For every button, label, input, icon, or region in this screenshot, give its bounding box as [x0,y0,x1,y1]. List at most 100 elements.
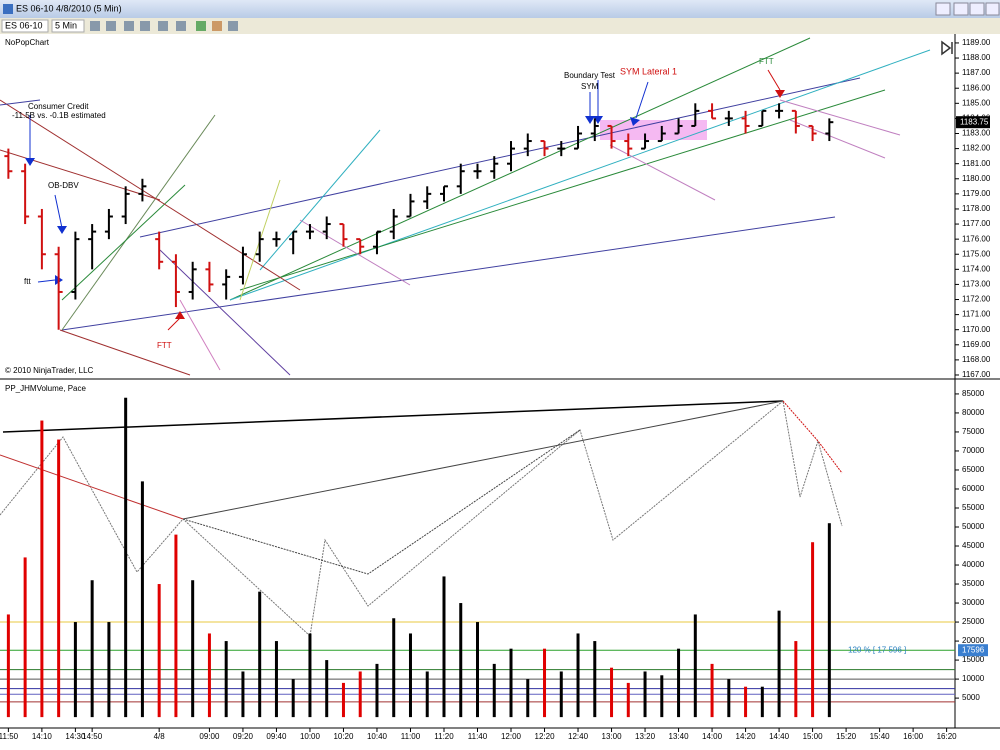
x-tick-label: 13:20 [635,732,656,741]
annotation: ftt [24,277,31,286]
y-tick-label: 1170.00 [962,325,991,334]
y-tick-label: 1187.00 [962,68,991,77]
annotation: FTT [759,57,774,66]
volume-bar [224,641,228,718]
minimize-button[interactable] [953,2,969,16]
volume-bar [559,671,563,718]
y-tick-label: 15000 [962,655,985,664]
volume-bar [677,648,681,718]
y-tick-label: 1172.00 [962,295,991,304]
volume-bar [291,679,295,718]
x-tick-label: 13:40 [669,732,690,741]
x-tick-label: 11:50 [0,732,19,741]
y-tick-label: 1167.00 [962,370,991,379]
instrument-selector[interactable] [1,19,49,33]
link-button[interactable] [935,2,951,16]
y-tick-label: 5000 [962,693,980,702]
title-bar [0,0,1000,18]
x-tick-label: 10:40 [367,732,388,741]
volume-bar [576,633,580,718]
volume-bar [827,523,831,718]
y-tick-label: 40000 [962,560,985,569]
volume-bar [40,420,44,718]
volume-bar [241,671,245,718]
volume-bar [727,679,731,718]
y-tick-label: 1173.00 [962,280,991,289]
volume-bar [777,610,781,718]
volume-bar [811,542,815,718]
y-tick-label: 1181.00 [962,159,991,168]
pace-tag-label: 17596 [962,645,985,654]
volume-bar [157,584,161,718]
y-tick-label: 1178.00 [962,204,991,213]
volume-bar [660,675,664,718]
volume-bar [325,660,329,718]
x-tick-label: 14:40 [769,732,790,741]
next-button[interactable] [938,40,954,56]
volume-bar [174,534,178,718]
y-tick-label: 1171.00 [962,310,991,319]
y-tick-label: 1177.00 [962,219,991,228]
interval-selector[interactable] [51,19,85,33]
y-tick-label: 35000 [962,579,985,588]
volume-bar [442,576,446,718]
x-tick-label: 12:00 [501,732,522,741]
y-tick-label: 65000 [962,465,985,474]
instrument: ES 06-10 [5,20,43,30]
volume-bar [643,671,647,718]
interval: 5 Min [55,20,77,30]
x-tick-label: 13:00 [602,732,623,741]
volume-bar [258,591,262,718]
y-tick-label: 20000 [962,636,985,645]
volume-bar [408,633,412,718]
x-tick-label: 4/8 [154,732,166,741]
y-tick-label: 50000 [962,522,985,531]
volume-bar [526,679,530,718]
volume-bar [207,633,211,718]
price-tag [956,116,990,129]
volume-bar [90,580,94,718]
volume-bar [124,397,128,718]
app-icon [3,4,13,14]
x-tick-label: 12:40 [568,732,589,741]
volume-bar [6,614,10,718]
y-tick-label: 1189.00 [962,38,991,47]
y-tick-label: 60000 [962,484,985,493]
volume-bar [610,667,614,718]
volume-bar [760,686,764,718]
annotation: SYM Lateral 1 [620,66,677,76]
volume-bar [57,439,61,718]
maximize-button[interactable] [969,2,985,16]
x-tick-label: 14:10 [32,732,53,741]
price-tag-label: 1183.75 [960,117,989,126]
y-tick-label: 1183.00 [962,129,991,138]
x-tick-label: 15:00 [803,732,824,741]
toolbar [0,18,1000,34]
volume-bar [73,622,77,718]
y-tick-label: 1186.00 [962,83,991,92]
x-tick-label: 14:30 [65,732,86,741]
x-tick-label: 11:20 [434,732,454,741]
y-tick-label: 1168.00 [962,355,991,364]
x-tick-label: 12:20 [535,732,556,741]
y-tick-label: 70000 [962,446,985,455]
y-tick-label: 1188.00 [962,53,991,62]
volume-bar [459,603,463,718]
y-tick-label: 1185.00 [962,98,991,107]
y-tick-label: 1179.00 [962,189,991,198]
volume-bar [274,641,278,718]
toolbar-icons[interactable] [90,21,238,31]
close-button[interactable] [985,2,1000,16]
y-tick-label: 80000 [962,408,985,417]
volume-bar [23,557,27,718]
volume-bar [476,622,479,718]
y-tick-label: 45000 [962,541,985,550]
volume-bar [375,663,379,718]
volume-bar [308,633,312,718]
x-tick-label: 16:20 [937,732,958,741]
pace-label: 120 % [ 17 596 ] [848,645,906,654]
volume-bar [794,641,798,718]
y-tick-label: 30000 [962,598,985,607]
